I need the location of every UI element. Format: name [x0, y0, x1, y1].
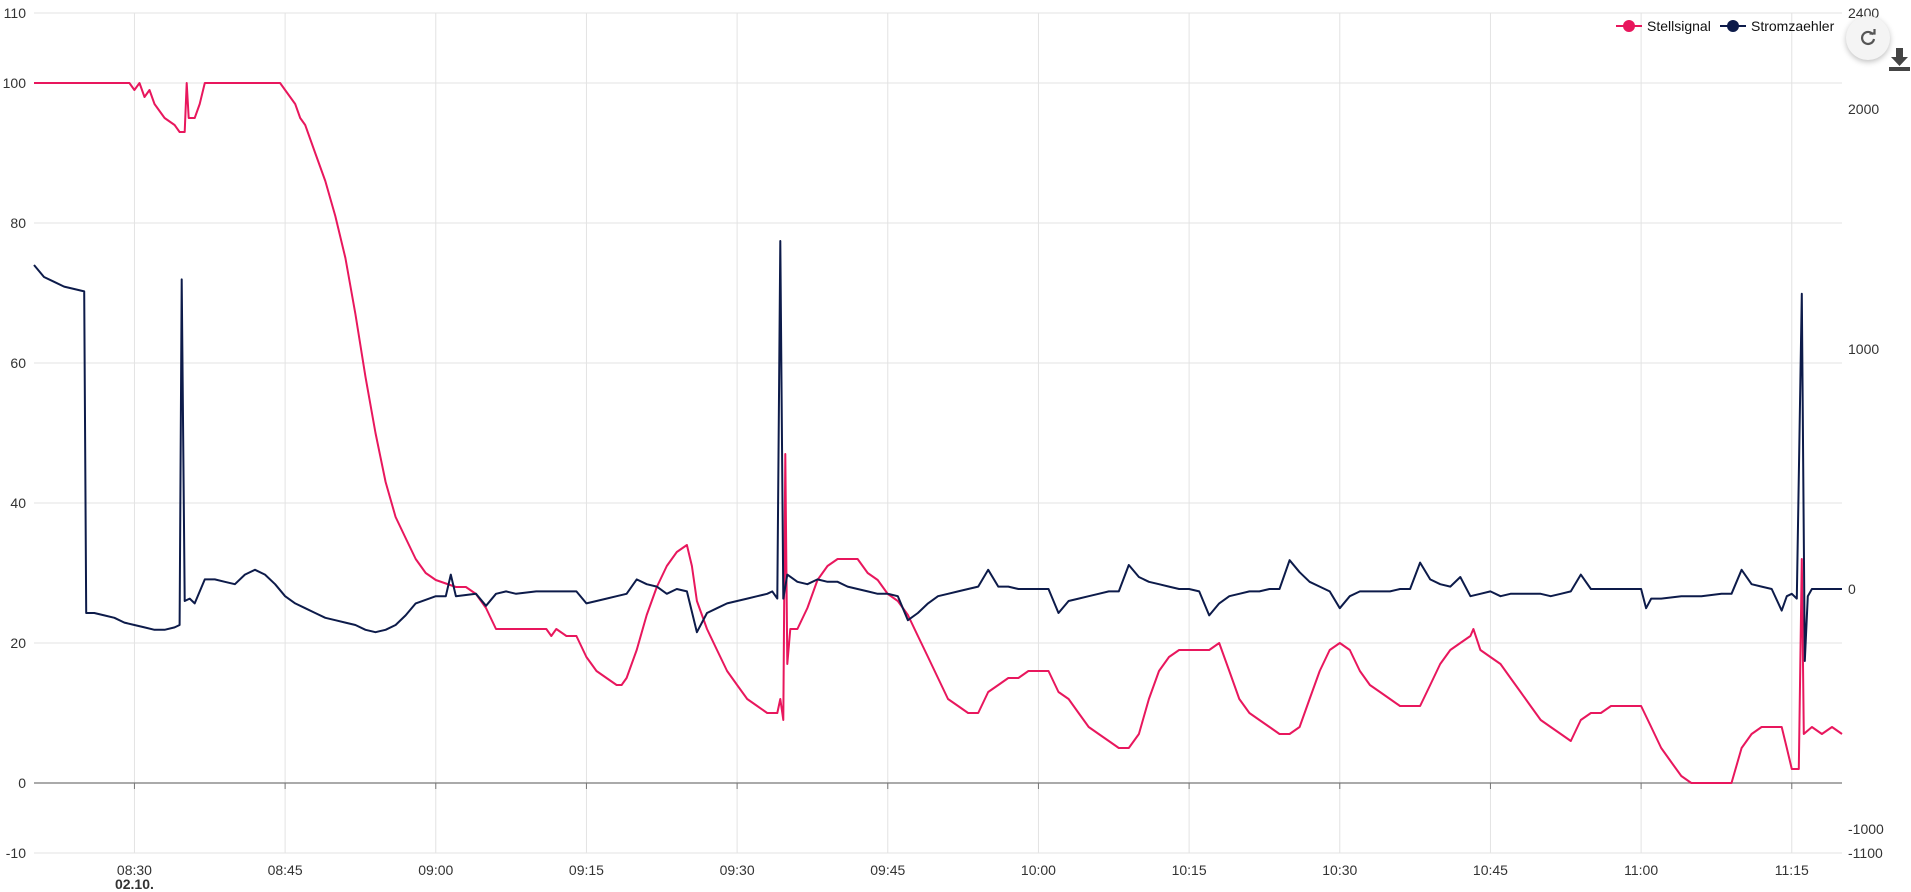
x-tick-label: 09:45	[870, 862, 905, 878]
legend-label-stellsignal[interactable]: Stellsignal	[1647, 18, 1711, 34]
y-left-tick-label: -10	[6, 845, 26, 861]
series	[33, 82, 1843, 784]
y-left-tick-label: 80	[10, 215, 26, 231]
legend-marker-stellsignal	[1623, 20, 1635, 32]
x-tick-label: 09:15	[569, 862, 604, 878]
y-left-tick-label: 100	[3, 75, 27, 91]
download-icon	[1889, 48, 1910, 71]
series-line-stromzaehler	[33, 240, 1842, 662]
y-left-tick-label: 0	[18, 775, 26, 791]
axes: 110100806040200-102400200010000-1000-110…	[3, 5, 1884, 892]
x-tick-label: 10:45	[1473, 862, 1508, 878]
refresh-button[interactable]	[1846, 16, 1890, 60]
grid-lines	[34, 12, 1842, 854]
x-tick-label: 08:30	[117, 862, 152, 878]
y-left-tick-label: 60	[10, 355, 26, 371]
y-right-tick-label: -1100	[1848, 845, 1883, 861]
x-tick-label: 10:30	[1322, 862, 1357, 878]
series-line-stellsignal	[34, 82, 1843, 784]
legend-label-stromzaehler[interactable]: Stromzaehler	[1751, 18, 1835, 34]
y-right-tick-label: 1000	[1848, 341, 1879, 357]
x-date-label: 02.10.	[115, 876, 154, 892]
download-button[interactable]	[1888, 46, 1911, 72]
x-tick-label: 09:30	[720, 862, 755, 878]
y-right-tick-label: 2000	[1848, 101, 1879, 117]
x-tick-label: 11:00	[1624, 862, 1658, 878]
legend[interactable]: Stellsignal Stromzaehler	[1616, 18, 1835, 34]
y-left-tick-label: 20	[10, 635, 26, 651]
x-tick-label: 10:15	[1172, 862, 1207, 878]
x-tick-label: 09:00	[418, 862, 453, 878]
x-tick-label: 10:00	[1021, 862, 1056, 878]
refresh-icon	[1861, 29, 1876, 46]
y-right-tick-label: -1000	[1848, 821, 1884, 837]
y-right-tick-label: 0	[1848, 581, 1856, 597]
x-tick-label: 08:45	[268, 862, 303, 878]
x-tick-label: 11:15	[1775, 862, 1809, 878]
y-left-tick-label: 40	[10, 495, 26, 511]
legend-marker-stromzaehler	[1727, 20, 1739, 32]
y-left-tick-label: 110	[4, 5, 27, 21]
